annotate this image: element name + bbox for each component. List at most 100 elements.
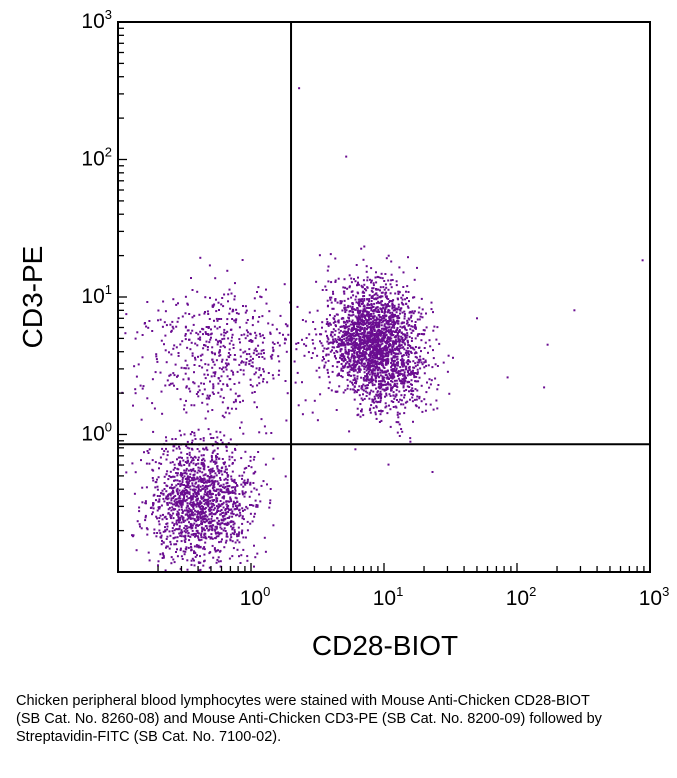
event-dot <box>160 492 162 495</box>
event-dot <box>231 489 234 492</box>
event-dot <box>206 369 209 372</box>
event-dot <box>394 292 397 295</box>
event-dot <box>203 560 205 563</box>
event-dot <box>230 520 233 523</box>
event-dot <box>323 366 326 369</box>
event-dot <box>371 346 374 349</box>
event-dot <box>375 310 378 313</box>
event-dot <box>400 301 403 304</box>
event-dot <box>350 277 353 280</box>
event-dot <box>354 389 357 392</box>
event-dot <box>201 353 204 356</box>
event-dot <box>392 318 395 321</box>
event-dot <box>349 305 352 308</box>
event-dot <box>402 363 405 366</box>
event-dot <box>188 521 190 524</box>
event-dot <box>255 334 258 337</box>
event-dot <box>228 516 230 519</box>
event-dot <box>171 382 174 385</box>
event-dot <box>178 495 181 498</box>
event-dot <box>331 370 334 373</box>
event-dot <box>343 356 345 359</box>
event-dot <box>379 361 382 364</box>
event-dot <box>407 344 410 347</box>
event-dot <box>366 364 369 366</box>
event-dot <box>179 343 182 346</box>
event-dot <box>351 306 354 308</box>
event-dot <box>335 409 338 411</box>
event-dot <box>210 454 213 457</box>
event-dot <box>188 338 190 341</box>
event-dot <box>257 286 260 289</box>
event-dot <box>352 370 355 373</box>
event-dot <box>354 298 357 301</box>
event-dot <box>366 319 369 322</box>
event-dot <box>199 561 202 564</box>
event-dot <box>384 349 387 352</box>
event-dot <box>395 379 398 382</box>
event-dot <box>392 369 395 371</box>
event-dot <box>427 351 429 354</box>
event-dot <box>219 479 222 481</box>
event-dot <box>394 395 397 398</box>
event-dot <box>206 500 209 503</box>
event-dot <box>245 505 248 508</box>
event-dot <box>146 533 149 536</box>
event-dot <box>222 511 225 514</box>
event-dot <box>336 374 339 377</box>
event-dot <box>223 495 226 498</box>
event-dot <box>227 511 230 513</box>
event-dot <box>227 491 230 494</box>
event-dot <box>200 517 202 520</box>
event-dot <box>225 511 227 514</box>
event-dot <box>329 253 332 256</box>
event-dot <box>211 470 214 473</box>
event-dot <box>173 523 176 526</box>
event-dot <box>351 326 354 329</box>
event-dot <box>375 387 377 390</box>
event-dot <box>215 525 218 528</box>
event-dot <box>177 513 180 516</box>
event-dot <box>215 310 218 313</box>
event-dot <box>352 328 354 331</box>
event-dot <box>392 321 395 324</box>
event-dot <box>347 331 349 333</box>
event-dot <box>231 510 234 513</box>
event-dot <box>400 362 403 365</box>
event-dot <box>376 366 379 369</box>
event-dot <box>214 525 217 528</box>
event-dot <box>378 356 381 359</box>
event-dot <box>134 337 137 340</box>
event-dot <box>184 367 187 370</box>
event-dot <box>200 480 203 483</box>
event-dot <box>379 286 382 289</box>
event-dot <box>155 499 157 502</box>
event-dot <box>223 487 226 490</box>
event-dot <box>189 390 192 393</box>
event-dot <box>354 338 357 341</box>
event-dot <box>358 355 361 358</box>
event-dot <box>357 343 360 346</box>
event-dot <box>213 504 216 507</box>
event-dot <box>357 292 360 295</box>
event-dot <box>218 309 220 311</box>
event-dot <box>341 325 344 328</box>
event-dot <box>184 312 187 315</box>
event-dot <box>408 318 411 321</box>
event-dot <box>353 366 355 369</box>
event-dot <box>159 514 162 517</box>
event-dot <box>304 320 307 323</box>
event-dot <box>185 509 188 512</box>
event-dot <box>176 548 178 551</box>
event-dot <box>392 391 395 394</box>
event-dot <box>385 388 388 391</box>
event-dot <box>362 308 365 311</box>
event-dot <box>233 358 236 361</box>
event-dot <box>411 387 414 390</box>
event-dot <box>182 510 184 513</box>
event-dot <box>228 458 231 461</box>
event-dot <box>216 436 219 439</box>
event-dot <box>147 452 150 454</box>
event-dot <box>234 392 237 395</box>
event-dot <box>379 329 382 332</box>
